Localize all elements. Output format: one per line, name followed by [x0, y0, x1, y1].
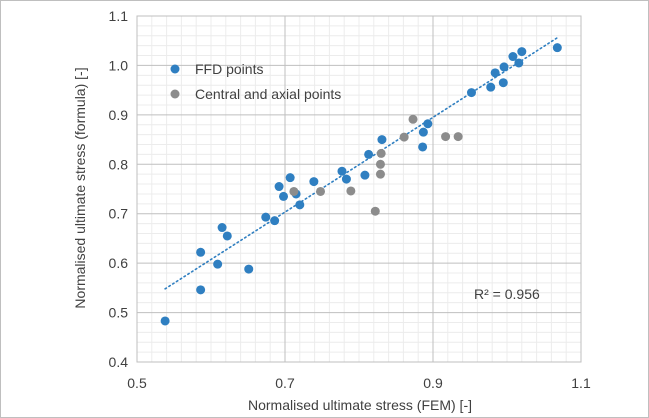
ffd-point [486, 82, 496, 92]
ffd-point [309, 177, 319, 187]
ffd-point [160, 316, 170, 326]
central-axial-point [370, 206, 380, 216]
x-tick-label: 1.1 [571, 375, 591, 391]
r-squared-annotation: R² = 0.956 [474, 286, 540, 302]
y-tick-label: 0.9 [109, 107, 129, 123]
ffd-point [466, 88, 476, 98]
ffd-point [517, 47, 527, 57]
x-axis-title: Normalised ultimate stress (FEM) [-] [248, 397, 472, 413]
y-tick-label: 0.7 [109, 206, 129, 222]
minor-gridlines [137, 16, 581, 362]
central-axial-point [408, 114, 418, 124]
ffd-point [213, 259, 223, 269]
ffd-point [244, 264, 254, 274]
central-axial-point [289, 186, 299, 196]
y-axis-title: Normalised ultimate stress (formula) [-] [72, 67, 88, 308]
ffd-point [261, 212, 271, 222]
legend-label-central-axial: Central and axial points [195, 86, 341, 102]
ffd-point [490, 68, 500, 78]
ffd-point [285, 173, 295, 183]
ffd-point [364, 149, 374, 159]
y-tick-label: 0.6 [109, 255, 129, 271]
ffd-point [270, 216, 280, 226]
legend-label-ffd: FFD points [195, 61, 263, 77]
central-axial-point [376, 148, 386, 158]
y-tick-label: 0.8 [109, 156, 129, 172]
y-tick-label: 0.5 [109, 305, 129, 321]
y-tick-label: 1.0 [109, 57, 129, 73]
central-axial-point [375, 159, 385, 169]
ffd-point [196, 247, 206, 257]
trendline [164, 36, 559, 290]
plot-area-border [136, 15, 582, 363]
x-tick-label: 0.7 [275, 375, 295, 391]
ffd-point [508, 52, 518, 62]
ffd-point [514, 58, 524, 68]
ffd-point [217, 223, 227, 233]
legend-marker-ffd [170, 64, 180, 74]
x-tick-labels: 0.5 0.7 0.9 1.1 [127, 375, 591, 391]
ffd-point [418, 127, 428, 137]
central-axial-point [316, 186, 326, 196]
central-axial-point [346, 186, 356, 196]
x-tick-label: 0.5 [127, 375, 147, 391]
ffd-point [274, 182, 284, 192]
x-tick-label: 0.9 [423, 375, 443, 391]
ffd-point [295, 200, 305, 210]
ffd-point [498, 78, 508, 88]
ffd-point [337, 166, 347, 176]
ffd-point [360, 170, 370, 180]
central-axial-point [399, 132, 409, 142]
y-tick-labels: 0.4 0.5 0.6 0.7 0.8 0.9 1.0 1.1 [109, 8, 129, 370]
legend-marker-central-axial [170, 89, 180, 99]
central-axial-point [441, 132, 451, 142]
ffd-point [418, 142, 428, 152]
legend: FFD points Central and axial points [170, 61, 341, 102]
y-tick-label: 1.1 [109, 8, 129, 24]
ffd-point [499, 62, 509, 72]
central-axial-point [453, 132, 463, 142]
ffd-point [222, 231, 232, 241]
ffd-point [552, 43, 562, 53]
ffd-point [341, 174, 351, 184]
ffd-point [423, 119, 433, 129]
ffd-point [279, 191, 289, 201]
ffd-point [196, 285, 206, 295]
y-tick-label: 0.4 [109, 354, 129, 370]
central-axial-point [375, 169, 385, 179]
data-points [160, 43, 562, 326]
ffd-point [377, 135, 387, 145]
